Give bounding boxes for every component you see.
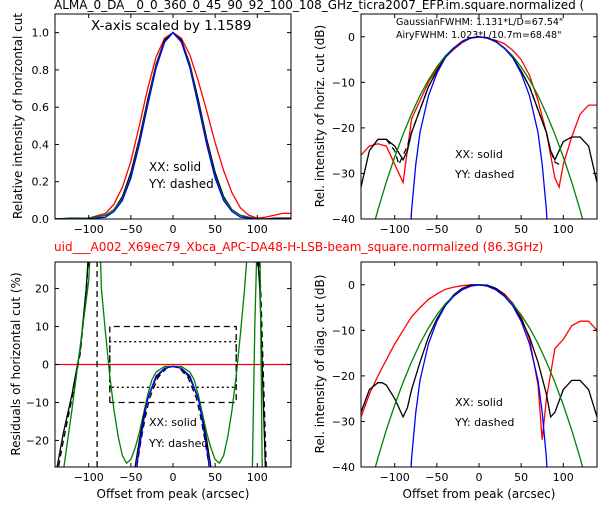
series-red-solid-0 <box>361 36 597 190</box>
series-blue-solid-3 <box>410 284 548 467</box>
series-black-dashed-2 <box>385 36 560 167</box>
legend-note-yy: YY: dashed <box>148 437 208 450</box>
x-tick-label: −50 <box>119 223 142 236</box>
y-tick-label: −10 <box>26 396 49 409</box>
y-tick-label: 20 <box>35 283 49 296</box>
series-black-solid-1 <box>361 36 597 188</box>
y-tick-label: 0 <box>348 279 355 292</box>
y-tick-label: −20 <box>332 122 355 135</box>
figure-subtitle: uid___A002_X69ec79_Xbca_APC-DA48-H-LSB-b… <box>54 240 543 254</box>
x-tick-label: 100 <box>553 471 574 484</box>
series-green-solid-6 <box>99 262 157 465</box>
x-tick-label: 0 <box>170 471 177 484</box>
x-axis-label: Offset from peak (arcsec) <box>403 487 556 501</box>
series-blue-solid-11 <box>136 365 210 467</box>
x-tick-label: 0 <box>476 223 483 236</box>
legend-note-xx: XX: solid <box>149 160 201 174</box>
y-tick-label: −30 <box>332 167 355 180</box>
series-black-solid-12 <box>257 262 266 467</box>
series-blue-solid-4 <box>55 31 291 219</box>
y-tick-label: −30 <box>332 415 355 428</box>
y-axis-label: Rel. intensity of diag. cut (dB) <box>313 275 327 454</box>
y-axis-label: Residuals of horizontal cut (%) <box>9 272 23 455</box>
y-tick-label: 0.4 <box>32 138 50 151</box>
plot-frame <box>360 261 598 468</box>
x-tick-label: −50 <box>425 471 448 484</box>
y-tick-label: 0 <box>348 31 355 44</box>
figure-title: ALMA_0_DA__0_0_360_0_45_90_92_100_108_GH… <box>54 0 584 12</box>
legend-airy: AiryFWHM: 1.023*L/10.7m=68.48" <box>396 30 561 41</box>
y-tick-label: −20 <box>332 370 355 383</box>
y-tick-label: 0.8 <box>32 64 50 77</box>
series-black-dashed-2 <box>55 31 291 219</box>
legend-gaussian: GaussianFWHM: 1.131*L/D=67.54" <box>396 17 563 28</box>
x-tick-label: 0 <box>476 471 483 484</box>
y-tick-label: 0 <box>42 359 49 372</box>
series-blue-solid-4 <box>410 36 548 219</box>
y-tick-label: 0.2 <box>32 176 50 189</box>
legend-note-xx: XX: solid <box>149 416 197 429</box>
x-tick-label: 50 <box>514 471 528 484</box>
y-tick-label: 0.0 <box>32 213 50 226</box>
x-tick-label: −100 <box>380 223 410 236</box>
y-tick-label: 0.6 <box>32 101 50 114</box>
legend-note-yy: YY: dashed <box>454 416 514 429</box>
series-red-solid-0 <box>55 31 291 219</box>
y-tick-label: −10 <box>332 76 355 89</box>
chart-panel-top-left: −100 −50 0 50 100 0.0 0.2 0.4 0.6 0.8 1.0 Relative… <box>11 13 292 236</box>
chart-panel-top-right: −100 −50 0 50 100−40−30−20−100 Rel. intensit… <box>313 13 598 236</box>
x-tick-label: 50 <box>208 471 222 484</box>
series-green-solid-7 <box>63 262 91 467</box>
x-tick-label: 100 <box>247 223 268 236</box>
x-tick-label: 50 <box>208 223 222 236</box>
x-axis-label: Offset from peak (arcsec) <box>97 487 250 501</box>
series-black-dotted-box-2 <box>109 341 237 388</box>
legend-note-xx: XX: solid <box>455 396 503 409</box>
legend-note-yy: YY: dashed <box>148 177 214 191</box>
y-tick-label: −40 <box>332 213 355 226</box>
y-axis-label: Rel. intensity of horiz. cut (dB) <box>313 25 327 207</box>
x-tick-label: −50 <box>119 471 142 484</box>
plot-frame <box>360 13 598 220</box>
y-tick-label: −10 <box>332 324 355 337</box>
series-black-dashed-13 <box>258 262 267 467</box>
legend-note-xx: XX: solid <box>455 148 503 161</box>
y-tick-label: 10 <box>35 321 49 334</box>
series-black-solid-4 <box>56 262 89 467</box>
x-tick-label: −100 <box>74 471 104 484</box>
series-green-solid-10 <box>155 262 248 465</box>
x-tick-label: −50 <box>425 223 448 236</box>
chart-panel-bottom-right: −100 −50 0 50 100−40−30−20−100 Rel. intensit… <box>313 261 598 501</box>
x-tick-label: −100 <box>74 223 104 236</box>
legend-note-yy: YY: dashed <box>454 168 514 181</box>
series-green-solid-14 <box>251 262 263 467</box>
y-tick-label: −20 <box>26 434 49 447</box>
x-tick-label: 100 <box>247 471 268 484</box>
x-tick-label: 100 <box>553 223 574 236</box>
y-tick-label: 1.0 <box>32 27 50 40</box>
scale-note: X-axis scaled by 1.1589 <box>91 18 252 34</box>
series-black-solid-1 <box>55 31 291 219</box>
series-green-solid-3 <box>55 31 291 219</box>
series-black-dashed-5 <box>57 262 89 467</box>
x-tick-label: 0 <box>170 223 177 236</box>
x-tick-label: −100 <box>380 471 410 484</box>
y-tick-label: −40 <box>332 461 355 474</box>
y-axis-label: Relative intensity of horizontal cut <box>11 13 25 219</box>
x-tick-label: 50 <box>514 223 528 236</box>
